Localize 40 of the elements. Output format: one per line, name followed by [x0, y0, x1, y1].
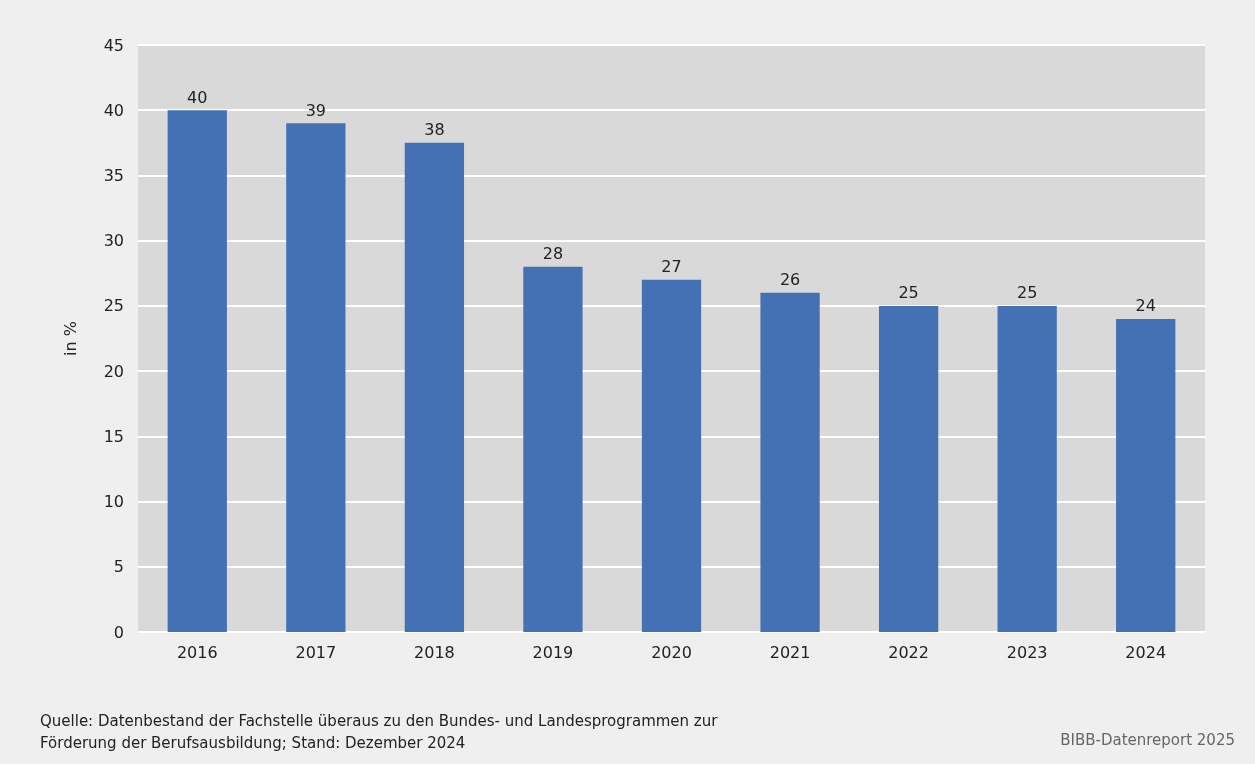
y-axis-title: in % [60, 321, 80, 356]
x-tick-label: 2023 [1006, 642, 1048, 662]
y-tick-label: 40 [103, 100, 124, 120]
source-note: Quelle: Datenbestand der Fachstelle überaus zu den Bundes- und Landesprogrammen zur Förderung der Berufsausbildung; Stand: Dezember 2024 [40, 712, 723, 752]
data-label: 25 [1016, 283, 1038, 303]
y-tick-label: 15 [103, 426, 124, 446]
x-tick-label: 2018 [414, 642, 455, 662]
y-tick-label: 30 [103, 231, 124, 251]
bar [167, 110, 227, 632]
bar [878, 305, 939, 632]
bar [286, 123, 346, 632]
bar [404, 142, 465, 632]
y-tick-label: 35 [103, 165, 124, 185]
y-tick-label: 45 [103, 35, 124, 55]
y-tick-label: 20 [103, 361, 124, 381]
y-tick-label: 5 [113, 557, 124, 577]
x-tick-label: 2024 [1125, 642, 1167, 662]
data-label: 27 [661, 257, 682, 277]
data-label: 28 [542, 244, 564, 264]
data-label: 24 [1135, 296, 1156, 316]
bar [997, 305, 1057, 632]
x-tick-label: 2017 [295, 642, 337, 662]
data-label: 40 [187, 87, 208, 107]
y-tick-label: 25 [103, 296, 124, 316]
bar [760, 292, 820, 632]
bar [641, 279, 702, 632]
x-tick-label: 2020 [651, 642, 692, 662]
x-tick-label: 2021 [769, 642, 811, 662]
data-label: 25 [898, 283, 919, 303]
data-label: 38 [424, 120, 445, 140]
bar [523, 266, 583, 632]
text: BIBB-Datenreport 2025 [1060, 730, 1236, 749]
data-label: 26 [779, 270, 801, 290]
y-tick-label: 0 [113, 622, 124, 642]
x-tick-label: 2019 [532, 642, 574, 662]
data-label: 39 [305, 100, 327, 120]
x-tick-label: 2016 [176, 642, 218, 662]
bar [1116, 318, 1176, 632]
x-tick-label: 2022 [888, 642, 929, 662]
y-tick-label: 10 [103, 492, 124, 512]
